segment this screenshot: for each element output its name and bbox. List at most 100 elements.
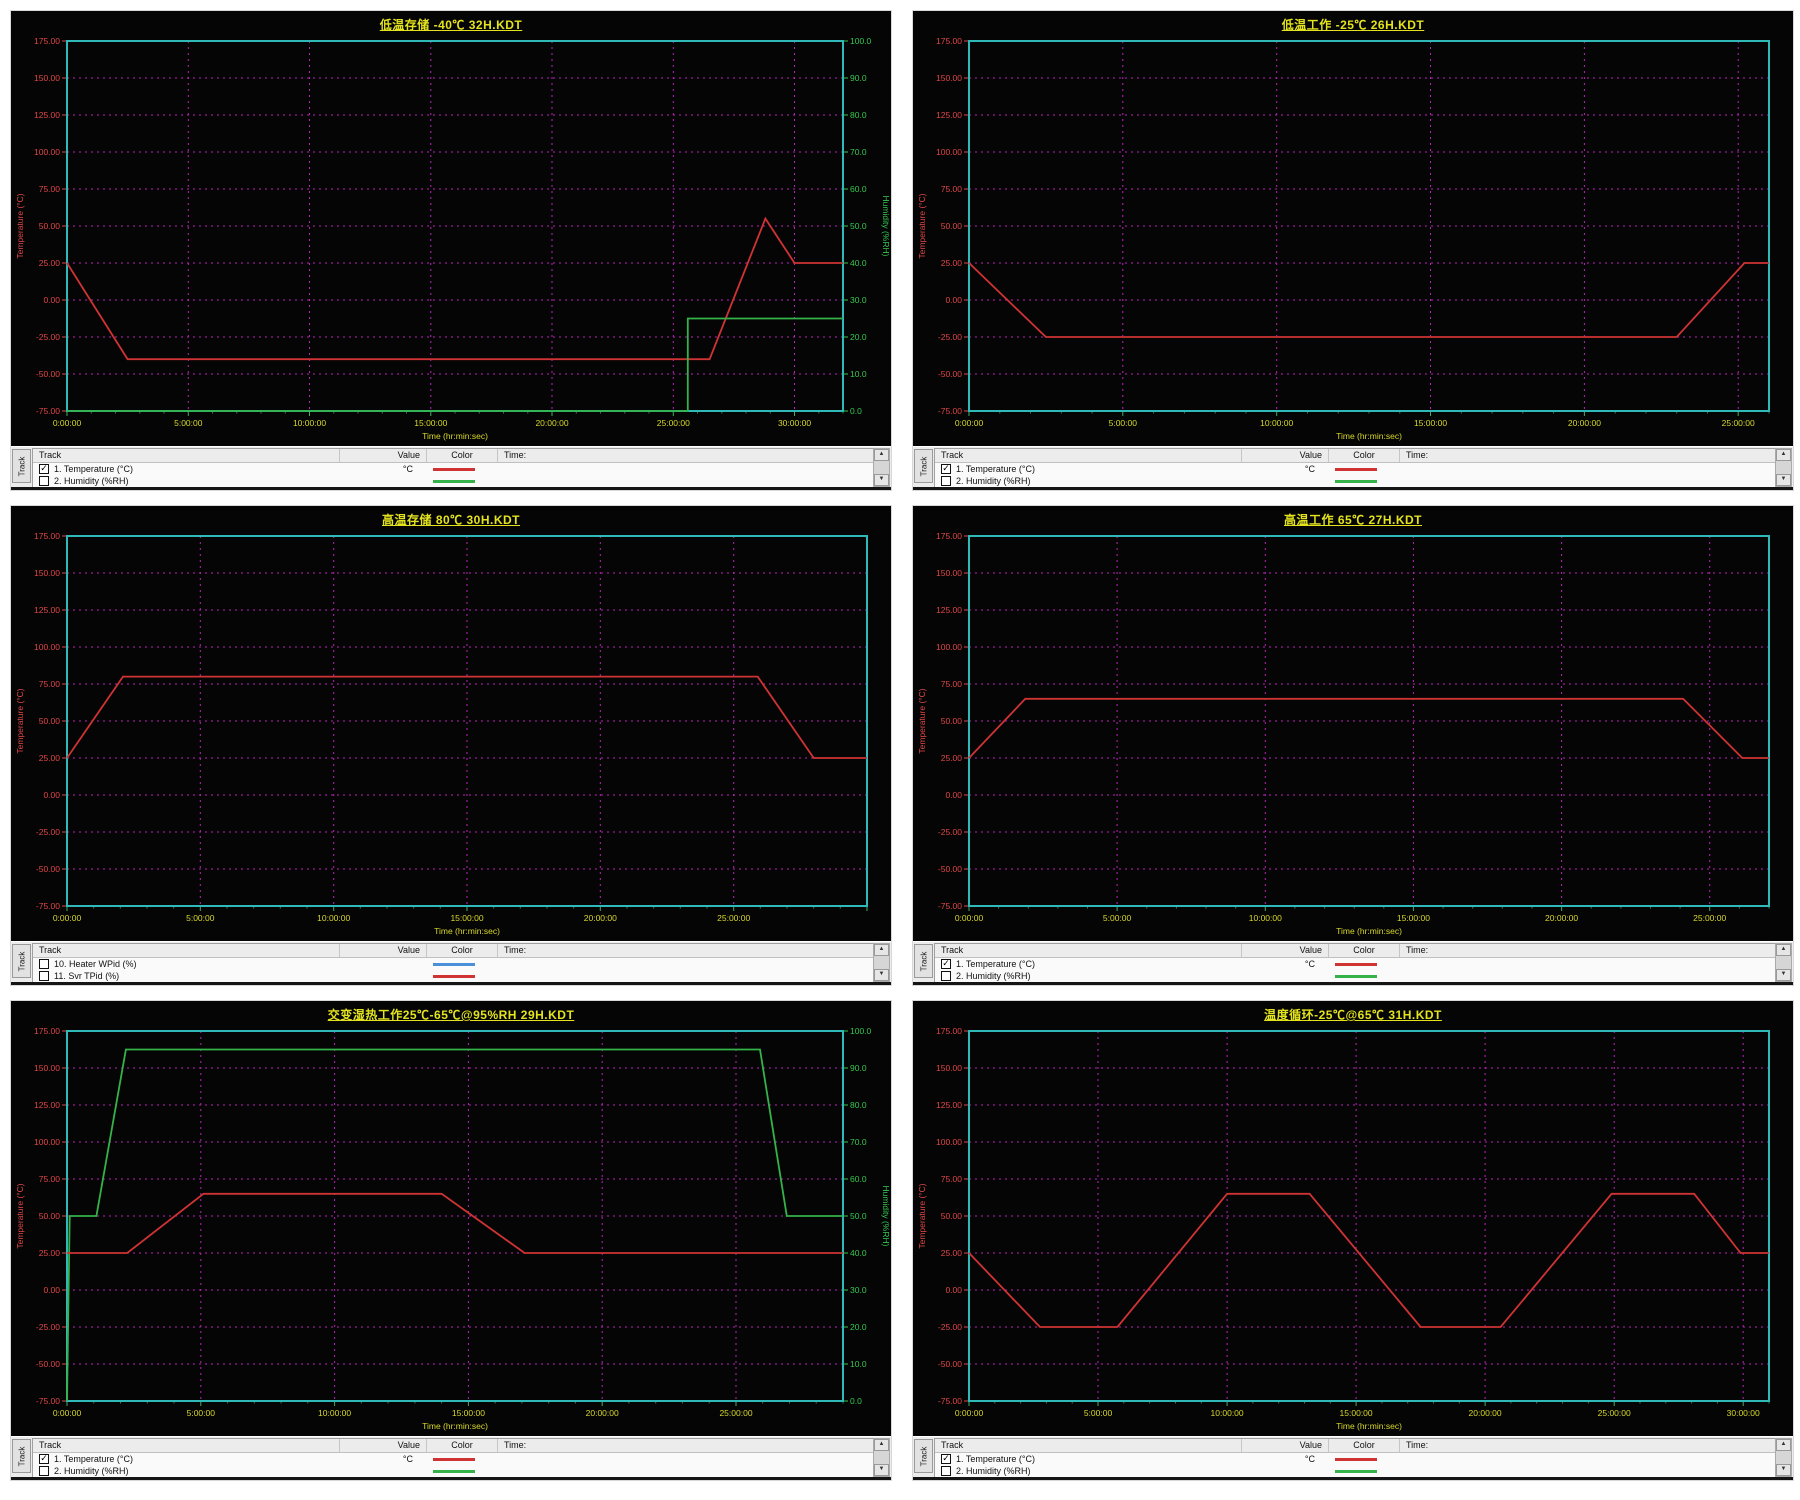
track-tab[interactable]: Track [914, 1439, 933, 1474]
svg-text:10:00:00: 10:00:00 [1260, 418, 1293, 428]
checked-checkbox-icon[interactable]: ✓ [39, 463, 49, 475]
checked-checkbox-icon[interactable]: ✓ [941, 463, 951, 475]
svg-text:-75.00: -75.00 [36, 1396, 60, 1406]
scroll-down-icon[interactable]: ▼ [874, 969, 889, 981]
unchecked-checkbox-icon[interactable] [39, 476, 49, 487]
track-row[interactable]: 11. Svr TPid (%) [33, 970, 873, 982]
legend-scrollbar[interactable]: ▲ ▼ [873, 1438, 890, 1477]
unchecked-checkbox-icon[interactable] [941, 971, 951, 982]
track-row[interactable]: 2. Humidity (%RH) [935, 970, 1775, 982]
track-tab[interactable]: Track [12, 449, 31, 484]
legend-scrollbar[interactable]: ▲ ▼ [1775, 943, 1792, 982]
scroll-up-icon[interactable]: ▲ [874, 944, 889, 957]
scroll-down-icon[interactable]: ▼ [1776, 969, 1791, 981]
svg-text:25:00:00: 25:00:00 [1598, 1408, 1631, 1418]
unchecked-checkbox-icon[interactable] [39, 959, 49, 970]
plot: 175.00 150.00 125.00 100.00 75.00 50.00 25.00 0… [917, 1026, 1770, 1431]
track-row[interactable]: ✓ 1. Temperature (°C) °C [935, 463, 1775, 476]
svg-text:125.00: 125.00 [936, 110, 962, 120]
track-label: 2. Humidity (%RH) [54, 476, 129, 487]
track-row[interactable]: ✓ 1. Temperature (°C) °C [33, 1453, 873, 1466]
track-label: 2. Humidity (%RH) [956, 1466, 1031, 1477]
svg-text:0.00: 0.00 [945, 295, 962, 305]
svg-text:70.0: 70.0 [850, 147, 867, 157]
svg-text:150.00: 150.00 [936, 73, 962, 83]
svg-text:50.0: 50.0 [850, 1211, 867, 1221]
scroll-up-icon[interactable]: ▲ [874, 1439, 889, 1452]
svg-text:150.00: 150.00 [34, 568, 60, 578]
legend-scrollbar[interactable]: ▲ ▼ [873, 448, 890, 487]
legend-table: Track Value Color Time: ✓ 1. Temperature (°C… [934, 1438, 1776, 1477]
chart-panel-2: 低温工作 -25℃ 26H.KDT 175.00 150.00 125.00 100.… [912, 10, 1794, 491]
track-label: 2. Humidity (%RH) [956, 971, 1031, 982]
track-label: 1. Temperature (°C) [54, 464, 133, 475]
track-row[interactable]: ✓ 1. Temperature (°C) °C [935, 958, 1775, 971]
checked-checkbox-icon[interactable]: ✓ [39, 1453, 49, 1465]
svg-text:20:00:00: 20:00:00 [586, 1408, 619, 1418]
svg-text:-25.00: -25.00 [36, 827, 60, 837]
svg-text:150.00: 150.00 [34, 73, 60, 83]
svg-text:150.00: 150.00 [936, 1063, 962, 1073]
svg-text:0:00:00: 0:00:00 [955, 1408, 984, 1418]
unchecked-checkbox-icon[interactable] [941, 476, 951, 487]
plot: 175.00 150.00 125.00 100.00 75.00 50.00 25.00 0… [15, 531, 868, 936]
svg-text:100.0: 100.0 [850, 1026, 872, 1036]
scroll-up-icon[interactable]: ▲ [1776, 944, 1791, 957]
svg-text:175.00: 175.00 [34, 1026, 60, 1036]
scroll-up-icon[interactable]: ▲ [874, 449, 889, 462]
svg-text:Temperature (°C): Temperature (°C) [15, 688, 25, 753]
svg-text:0.0: 0.0 [850, 406, 862, 416]
svg-text:-25.00: -25.00 [938, 332, 962, 342]
plot: 175.00 150.00 125.00 100.00 75.00 50.00 25.00 0… [917, 36, 1770, 441]
unchecked-checkbox-icon[interactable] [39, 971, 49, 982]
track-tab[interactable]: Track [914, 944, 933, 979]
scroll-down-icon[interactable]: ▼ [874, 1464, 889, 1476]
track-label: 1. Temperature (°C) [956, 464, 1035, 475]
checked-checkbox-icon[interactable]: ✓ [941, 958, 951, 970]
svg-text:75.00: 75.00 [39, 184, 61, 194]
scroll-down-icon[interactable]: ▼ [1776, 1464, 1791, 1476]
svg-text:Temperature (°C): Temperature (°C) [15, 1183, 25, 1248]
track-legend: Track Track Value Color Time: ✓ 1. Temperatu… [913, 1436, 1793, 1480]
svg-text:20.0: 20.0 [850, 332, 867, 342]
svg-text:15:00:00: 15:00:00 [450, 913, 483, 923]
scroll-up-icon[interactable]: ▲ [1776, 1439, 1791, 1452]
legend-scrollbar[interactable]: ▲ ▼ [1775, 1438, 1792, 1477]
svg-text:25:00:00: 25:00:00 [719, 1408, 752, 1418]
unchecked-checkbox-icon[interactable] [39, 1466, 49, 1477]
legend-rows: 10. Heater WPid (%) 11. Svr TPid (%) [33, 958, 873, 982]
chart-title: 温度循环-25℃@65℃ 31H.KDT [1264, 1008, 1442, 1022]
svg-text:60.0: 60.0 [850, 184, 867, 194]
scroll-down-icon[interactable]: ▼ [1776, 474, 1791, 486]
track-row[interactable]: ✓ 1. Temperature (°C) °C [33, 463, 873, 476]
scroll-up-icon[interactable]: ▲ [1776, 449, 1791, 462]
scroll-down-icon[interactable]: ▼ [874, 474, 889, 486]
legend-scrollbar[interactable]: ▲ ▼ [1775, 448, 1792, 487]
track-row[interactable]: 2. Humidity (%RH) [33, 1465, 873, 1477]
track-color-swatch [419, 467, 489, 471]
svg-text:150.00: 150.00 [34, 1063, 60, 1073]
svg-text:50.00: 50.00 [39, 1211, 61, 1221]
track-row[interactable]: 10. Heater WPid (%) [33, 958, 873, 971]
checked-checkbox-icon[interactable]: ✓ [941, 1453, 951, 1465]
svg-text:70.0: 70.0 [850, 1137, 867, 1147]
temperature-curve [968, 1192, 1769, 1328]
unchecked-checkbox-icon[interactable] [941, 1466, 951, 1477]
track-row[interactable]: 2. Humidity (%RH) [935, 475, 1775, 487]
legend-header-time: Time: [504, 1440, 527, 1451]
chart-panel-1: 低温存储 -40℃ 32H.KDT 175.00 150.00 125.00 100.… [10, 10, 892, 491]
track-tab[interactable]: Track [914, 449, 933, 484]
track-tab[interactable]: Track [12, 944, 31, 979]
legend-scrollbar[interactable]: ▲ ▼ [873, 943, 890, 982]
legend-header-color: Color [1329, 944, 1400, 958]
track-tab[interactable]: Track [12, 1439, 31, 1474]
svg-text:Temperature (°C): Temperature (°C) [15, 193, 25, 258]
svg-text:20:00:00: 20:00:00 [584, 913, 617, 923]
svg-text:125.00: 125.00 [34, 110, 60, 120]
track-row[interactable]: 2. Humidity (%RH) [33, 475, 873, 487]
svg-text:10:00:00: 10:00:00 [317, 913, 350, 923]
track-row[interactable]: 2. Humidity (%RH) [935, 1465, 1775, 1477]
track-row[interactable]: ✓ 1. Temperature (°C) °C [935, 1453, 1775, 1466]
svg-text:0:00:00: 0:00:00 [53, 913, 82, 923]
track-label: 10. Heater WPid (%) [54, 959, 137, 970]
